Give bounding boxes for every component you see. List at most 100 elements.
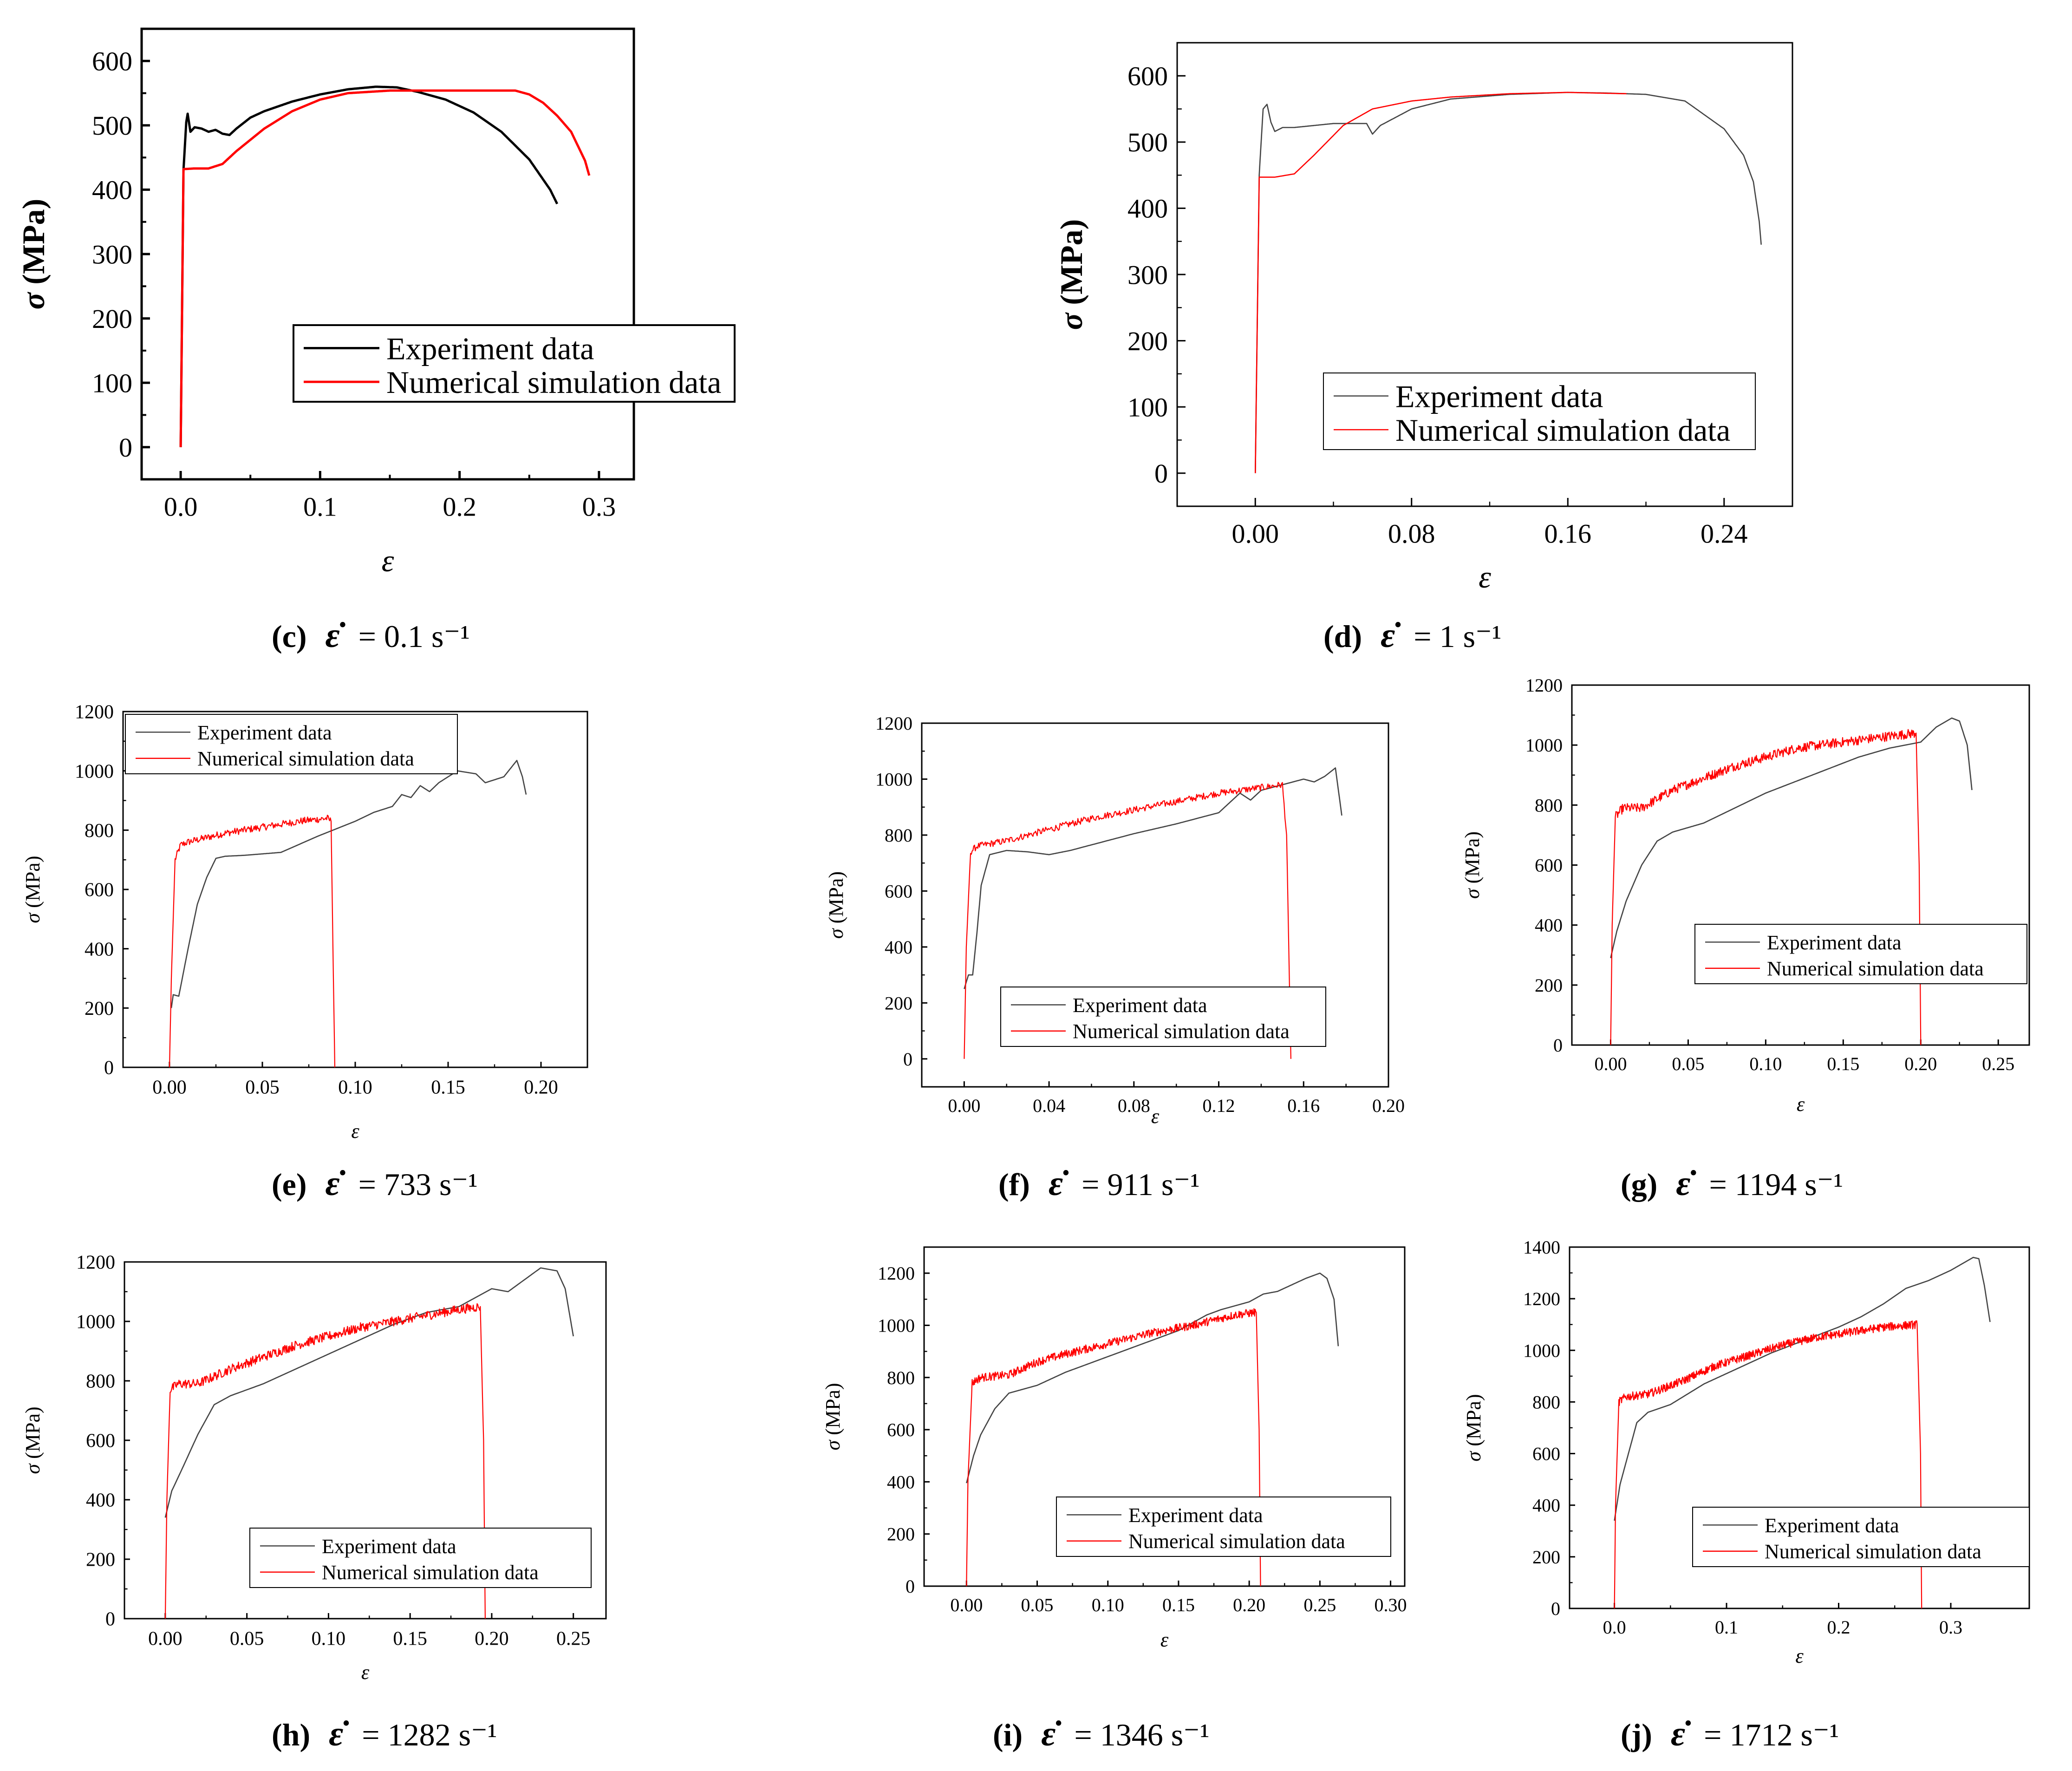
x-tick-label: 0.25 <box>1303 1595 1336 1615</box>
x-tick-label: 0.24 <box>1701 518 1748 549</box>
y-tick-label: 800 <box>887 1367 915 1388</box>
x-tick-label: 0.10 <box>338 1077 372 1098</box>
strain-rate-symbol: ε̇ <box>1048 1164 1063 1203</box>
y-tick-label: 600 <box>92 46 132 77</box>
y-tick-label: 200 <box>887 1524 915 1545</box>
legend-label: Numerical simulation data <box>197 747 414 770</box>
y-tick-label: 200 <box>86 1549 115 1571</box>
series-line-simulation <box>1610 729 1922 1046</box>
x-tick-label: 0.2 <box>443 491 476 522</box>
y-tick-label: 0 <box>119 432 132 463</box>
caption-label: (g) <box>1621 1167 1658 1202</box>
x-tick-label: 0.00 <box>1594 1053 1627 1074</box>
caption-label: (d) <box>1323 619 1362 654</box>
y-tick-label: 600 <box>1127 61 1168 91</box>
legend-label: Numerical simulation data <box>322 1561 539 1584</box>
caption-j: (j) ε̇ = 1712 s⁻¹ <box>1621 1714 1839 1754</box>
series-line-simulation <box>1614 1320 1922 1609</box>
series-line-simulation <box>1255 91 1627 473</box>
legend-label: Experiment data <box>1128 1504 1263 1527</box>
legend-label: Experiment data <box>1073 994 1207 1017</box>
x-tick-label: 0.10 <box>1749 1053 1782 1074</box>
x-tick-label: 0.3 <box>582 491 616 522</box>
x-tick-label: 0.00 <box>152 1077 187 1098</box>
legend-label: Experiment data <box>1767 931 1902 954</box>
y-tick-label: 0 <box>906 1576 915 1597</box>
strain-rate-value: = 1346 s⁻¹ <box>1074 1717 1210 1752</box>
chart-c: 0 100 200 300 400 500 600 0.0 0.1 0.2 0.3 ε σ (MPa) E… <box>16 27 736 578</box>
plot-frame <box>923 1246 1406 1587</box>
y-tick-label: 300 <box>1127 260 1168 290</box>
x-tick-label: 0.30 <box>1375 1595 1407 1615</box>
x-axis-label: ε <box>382 543 394 578</box>
x-tick-label: 0.2 <box>1827 1617 1850 1638</box>
x-tick-label: 0.00 <box>148 1628 182 1650</box>
y-tick-label: 1000 <box>1523 1340 1560 1361</box>
x-tick-label: 0.15 <box>431 1077 465 1098</box>
x-tick-label: 0.0 <box>164 491 198 522</box>
legend-label: Experiment data <box>386 331 594 366</box>
x-tick-label: 0.20 <box>1233 1595 1265 1615</box>
chart-e: 0 200 400 600 800 1000 1200 0.00 0.05 0.10 0.15 0.2… <box>21 702 588 1143</box>
y-tick-label: 500 <box>92 111 132 141</box>
strain-rate-value: = 1282 s⁻¹ <box>362 1717 497 1752</box>
y-tick-label: 300 <box>92 239 132 269</box>
x-tick-label: 0.00 <box>1232 518 1279 549</box>
y-tick-label: 0 <box>903 1049 912 1070</box>
y-tick-label: 600 <box>887 1419 915 1440</box>
legend-box <box>1000 987 1326 1047</box>
x-axis-label: ε <box>1479 559 1491 595</box>
y-axis-label: σ (MPa) <box>1461 831 1484 899</box>
y-tick-label: 400 <box>85 939 114 960</box>
legend-box <box>1056 1497 1391 1557</box>
plot-frame <box>1571 684 2030 1046</box>
strain-rate-symbol: ε̇ <box>325 1164 340 1203</box>
x-tick-label: 0.12 <box>1203 1095 1235 1116</box>
plot-frame <box>140 27 635 481</box>
y-tick-label: 400 <box>86 1490 115 1511</box>
x-tick-label: 0.20 <box>475 1628 509 1650</box>
caption-e: (e) ε̇ = 733 s⁻¹ <box>272 1163 478 1204</box>
chart-h: 0 200 400 600 800 1000 1200 0.00 0.05 0.10 0.15 0.2… <box>21 1252 607 1684</box>
x-tick-label: 0.25 <box>1982 1053 2014 1074</box>
legend-label: Numerical simulation data <box>1765 1540 1981 1563</box>
strain-rate-value: = 1194 s⁻¹ <box>1709 1167 1844 1202</box>
y-axis-label: σ (MPa) <box>821 1383 844 1450</box>
x-tick-label: 0.10 <box>312 1628 346 1650</box>
x-tick-label: 0.05 <box>245 1077 280 1098</box>
caption-i: (i) ε̇ = 1346 s⁻¹ <box>993 1714 1209 1754</box>
strain-rate-symbol: ε̇ <box>325 616 340 655</box>
y-tick-label: 400 <box>1532 1495 1560 1516</box>
y-tick-label: 200 <box>885 993 912 1013</box>
legend-label: Numerical simulation data <box>1073 1020 1290 1043</box>
x-tick-label: 0.0 <box>1603 1617 1626 1638</box>
legend-label: Experiment data <box>322 1535 456 1558</box>
series-line-experiment <box>1614 1256 1991 1521</box>
y-axis-label: σ (MPa) <box>21 856 44 923</box>
y-tick-label: 600 <box>1532 1444 1560 1464</box>
y-tick-label: 1200 <box>1525 675 1563 696</box>
y-tick-label: 1000 <box>1525 735 1563 756</box>
y-tick-label: 1200 <box>875 713 912 734</box>
y-tick-label: 200 <box>92 304 132 334</box>
caption-h: (h) ε̇ = 1282 s⁻¹ <box>272 1714 497 1754</box>
y-tick-label: 200 <box>1535 975 1563 996</box>
strain-rate-value: = 1712 s⁻¹ <box>1704 1717 1839 1752</box>
y-tick-label: 100 <box>92 368 132 398</box>
y-tick-label: 1000 <box>875 769 912 790</box>
y-tick-label: 0 <box>1553 1035 1563 1056</box>
x-tick-label: 0.15 <box>1162 1595 1195 1615</box>
caption-label: (f) <box>998 1167 1030 1202</box>
x-tick-label: 0.1 <box>1715 1617 1738 1638</box>
legend-box <box>1323 372 1756 450</box>
x-tick-label: 0.00 <box>948 1095 980 1116</box>
y-tick-label: 0 <box>1551 1598 1560 1619</box>
caption-label: (e) <box>272 1167 307 1202</box>
y-tick-label: 1400 <box>1523 1237 1560 1258</box>
x-tick-label: 0.1 <box>303 491 337 522</box>
caption-d: (d) ε̇ = 1 s⁻¹ <box>1323 615 1501 656</box>
series-line-experiment <box>966 1272 1339 1483</box>
y-tick-label: 400 <box>887 1471 915 1492</box>
y-axis-label: σ (MPa) <box>825 871 847 939</box>
